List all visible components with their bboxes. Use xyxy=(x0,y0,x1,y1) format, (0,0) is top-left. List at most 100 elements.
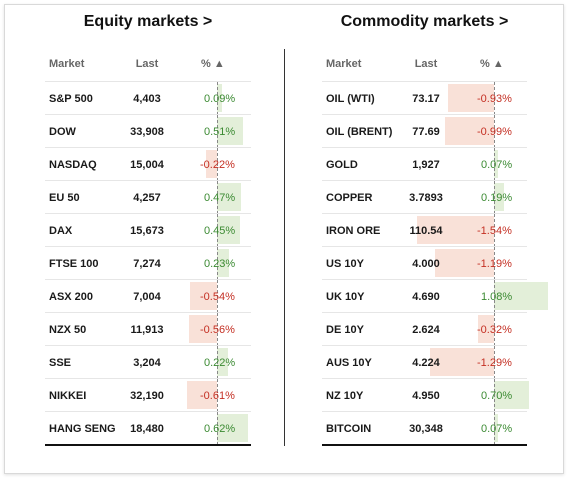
commodity-row-pct: 0.07% xyxy=(481,159,513,171)
equity-row-market: DAX xyxy=(49,225,73,237)
commodity-row-change-bar xyxy=(447,84,494,112)
equity-row[interactable]: S&P 500 4,403 0.09% xyxy=(45,81,251,115)
commodity-row-zero-line xyxy=(494,82,495,115)
commodity-row-pct: 0.70% xyxy=(481,390,513,402)
commodity-row-market: UK 10Y xyxy=(326,291,365,303)
equity-row[interactable]: NZX 50 11,913 -0.56% xyxy=(45,312,251,346)
commodity-row[interactable]: DE 10Y 2.624 -0.32% xyxy=(322,312,527,346)
equity-row[interactable]: NASDAQ 15,004 -0.22% xyxy=(45,147,251,181)
commodity-rows: OIL (WTI) 73.17 -0.93% OIL (BRENT) 77.69 -0.9… xyxy=(322,81,548,446)
commodity-row-zero-line xyxy=(494,412,495,445)
commodity-pct-sort-header[interactable]: % ▲ xyxy=(480,58,504,70)
commodity-row-last: 3.7893 xyxy=(409,192,443,204)
equity-row[interactable]: FTSE 100 7,274 0.23% xyxy=(45,246,251,280)
commodity-row-market: DE 10Y xyxy=(326,324,364,336)
equity-row-last: 33,908 xyxy=(130,126,164,138)
commodity-row-market: NZ 10Y xyxy=(326,390,364,402)
commodity-row-change-bar xyxy=(478,315,494,343)
equity-row-market: EU 50 xyxy=(49,192,80,204)
commodity-row-zero-line xyxy=(494,280,495,313)
equity-row-market: NIKKEI xyxy=(49,390,87,402)
commodity-row[interactable]: OIL (WTI) 73.17 -0.93% xyxy=(322,81,527,115)
equity-row-market: S&P 500 xyxy=(49,93,93,105)
commodity-row-pct: -0.99% xyxy=(477,126,512,138)
commodity-row[interactable]: UK 10Y 4.690 1.08% xyxy=(322,279,548,313)
equity-row-market: NASDAQ xyxy=(49,159,97,171)
equity-row[interactable]: HANG SENG 18,480 0.62% xyxy=(45,411,251,445)
equity-markets-title-link[interactable]: Equity markets > xyxy=(83,13,213,30)
equity-row-change-bar xyxy=(217,348,228,376)
equity-row-last: 4,403 xyxy=(133,93,161,105)
equity-row-zero-line xyxy=(217,379,218,412)
equity-row-zero-line xyxy=(217,412,218,445)
equity-row-market: SSE xyxy=(49,357,72,369)
commodity-row-zero-line xyxy=(494,346,495,379)
equity-row-zero-line xyxy=(217,82,218,115)
commodity-table-header: Market Last % ▲ xyxy=(322,55,527,81)
equity-row-change-bar xyxy=(217,414,248,442)
commodity-row-last: 77.69 xyxy=(412,126,440,138)
commodity-markets-title-link[interactable]: Commodity markets > xyxy=(340,13,509,30)
commodity-row-last: 4.224 xyxy=(412,357,440,369)
commodity-row-market: COPPER xyxy=(326,192,373,204)
equity-row-zero-line xyxy=(217,313,218,346)
commodity-table-bottom-rule xyxy=(322,444,527,446)
commodity-row-market: OIL (BRENT) xyxy=(326,126,393,138)
commodity-row[interactable]: NZ 10Y 4.950 0.70% xyxy=(322,378,529,412)
equity-row-zero-line xyxy=(217,280,218,313)
equity-row[interactable]: EU 50 4,257 0.47% xyxy=(45,180,251,214)
commodity-row-market: US 10Y xyxy=(326,258,364,270)
commodity-row-last: 1,927 xyxy=(412,159,440,171)
equity-row[interactable]: DAX 15,673 0.45% xyxy=(45,213,251,247)
commodity-row[interactable]: IRON ORE 110.54 -1.54% xyxy=(322,213,527,247)
commodity-row-last: 4.950 xyxy=(412,390,440,402)
commodity-row-change-bar xyxy=(494,381,529,409)
equity-row-change-bar xyxy=(217,84,222,112)
equity-row-change-bar xyxy=(217,183,241,211)
equity-row-last: 4,257 xyxy=(133,192,161,204)
commodity-row-change-bar xyxy=(494,150,498,178)
commodity-row-change-bar xyxy=(417,216,494,244)
commodity-row-zero-line xyxy=(494,313,495,346)
equity-row-pct: 0.22% xyxy=(204,357,236,369)
commodity-row[interactable]: GOLD 1,927 0.07% xyxy=(322,147,527,181)
equity-row-zero-line xyxy=(217,346,218,379)
equity-row[interactable]: NIKKEI 32,190 -0.61% xyxy=(45,378,251,412)
commodity-row-last: 30,348 xyxy=(409,423,443,435)
equity-row[interactable]: SSE 3,204 0.22% xyxy=(45,345,251,379)
commodity-row[interactable]: US 10Y 4.000 -1.19% xyxy=(322,246,527,280)
commodity-row-pct: -1.19% xyxy=(477,258,512,270)
commodity-row-pct: -0.32% xyxy=(477,324,512,336)
equity-row-market: ASX 200 xyxy=(49,291,94,303)
commodity-last-column-header: Last xyxy=(414,58,438,70)
commodity-row-last: 110.54 xyxy=(409,225,443,237)
equity-pct-sort-header[interactable]: % ▲ xyxy=(201,58,225,70)
commodity-row-pct: -0.93% xyxy=(477,93,512,105)
commodity-row[interactable]: AUS 10Y 4.224 -1.29% xyxy=(322,345,527,379)
commodity-row[interactable]: BITCOIN 30,348 0.07% xyxy=(322,411,527,445)
commodity-row[interactable]: OIL (BRENT) 77.69 -0.99% xyxy=(322,114,527,148)
commodity-row-change-bar xyxy=(434,249,494,277)
commodity-row-zero-line xyxy=(494,379,495,412)
equity-row-last: 15,004 xyxy=(130,159,164,171)
equity-row-change-bar xyxy=(217,117,243,145)
commodity-row-change-bar xyxy=(494,282,548,310)
equity-row-last: 18,480 xyxy=(130,423,164,435)
equity-row-market: NZX 50 xyxy=(49,324,87,336)
equity-row[interactable]: ASX 200 7,004 -0.54% xyxy=(45,279,251,313)
commodity-row[interactable]: COPPER 3.7893 0.19% xyxy=(322,180,527,214)
commodity-row-change-bar xyxy=(494,414,498,442)
commodity-row-market: OIL (WTI) xyxy=(326,93,375,105)
equity-row-zero-line xyxy=(217,214,218,247)
commodity-row-pct: 0.19% xyxy=(481,192,513,204)
commodity-row-pct: 1.08% xyxy=(481,291,513,303)
commodity-row-zero-line xyxy=(494,247,495,280)
equity-row-change-bar xyxy=(189,315,217,343)
equity-row-pct: 0.23% xyxy=(204,258,236,270)
equity-row-zero-line xyxy=(217,148,218,181)
commodity-row-last: 73.17 xyxy=(412,93,440,105)
commodity-row-pct: -1.54% xyxy=(477,225,512,237)
commodity-row-change-bar xyxy=(444,117,494,145)
equity-row[interactable]: DOW 33,908 0.51% xyxy=(45,114,251,148)
equity-row-pct: -0.54% xyxy=(200,291,235,303)
